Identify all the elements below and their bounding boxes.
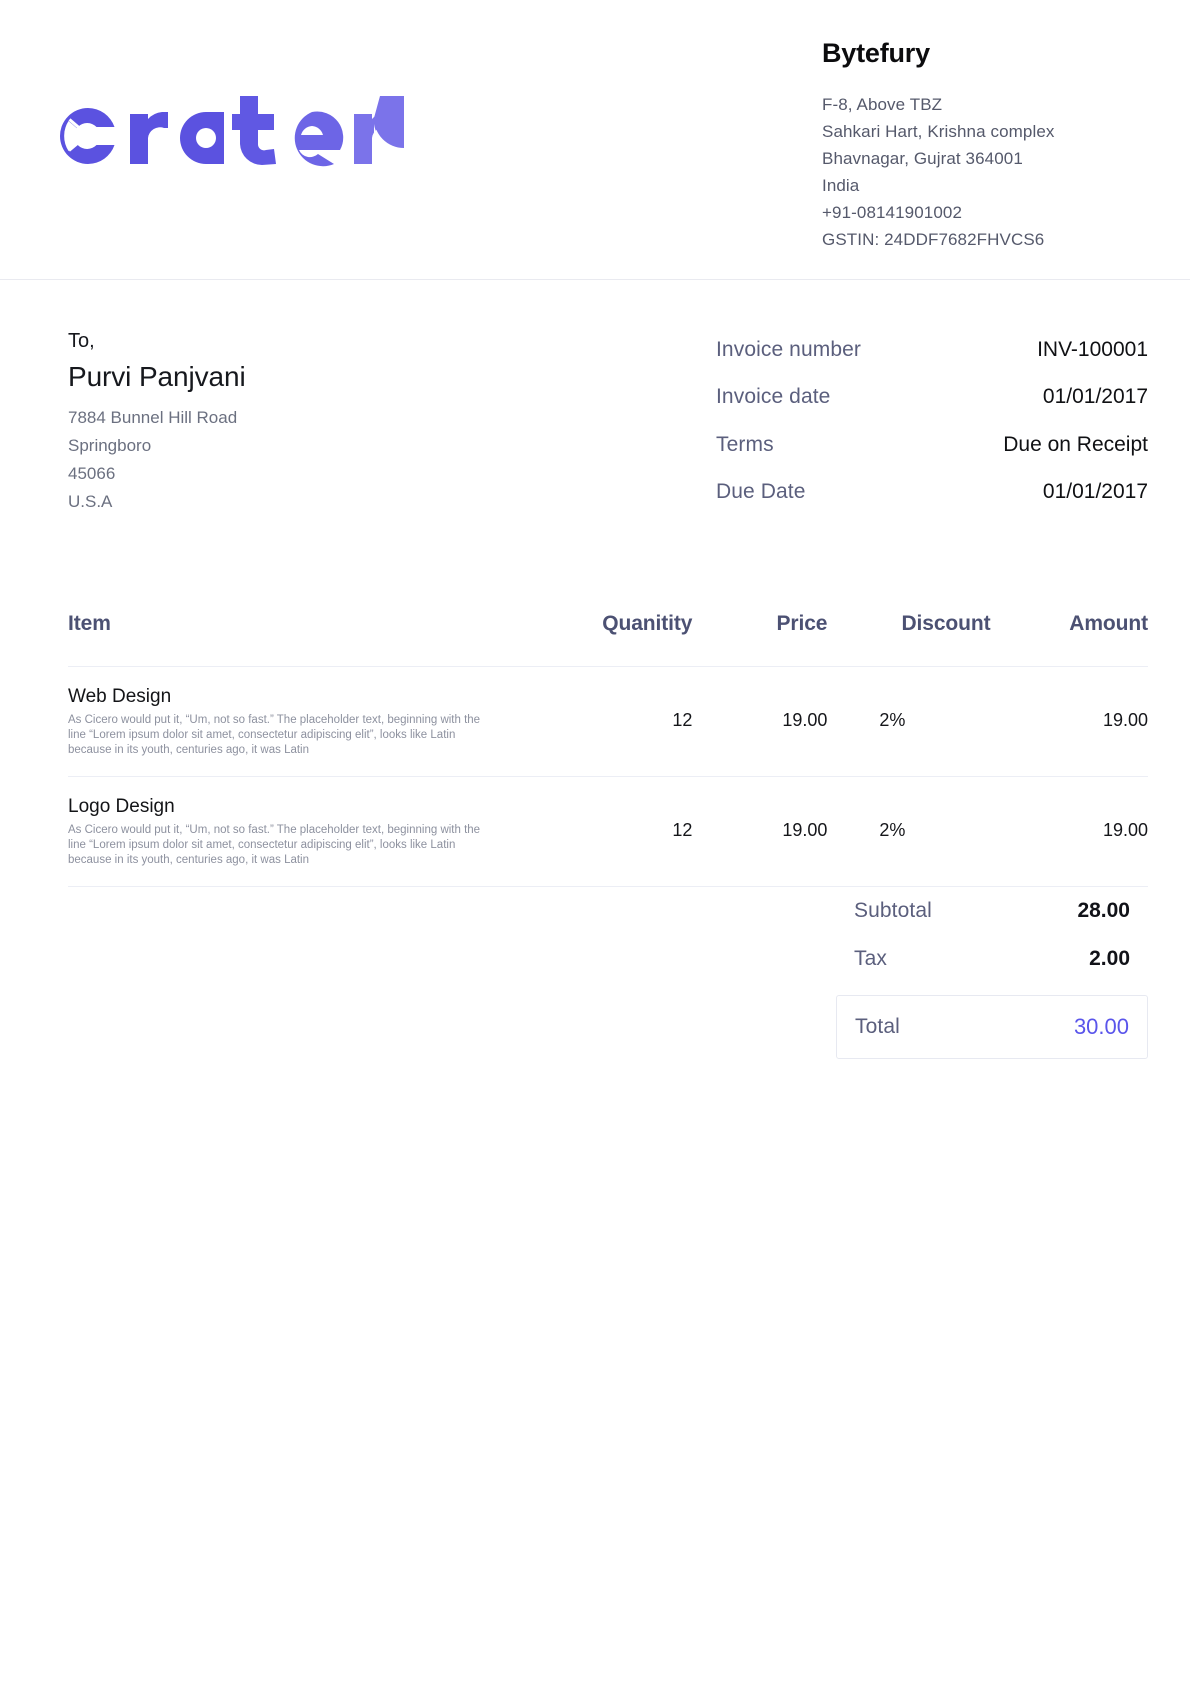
bill-to-address-line-4: U.S.A — [68, 492, 113, 511]
line-item-name: Web Design — [68, 686, 172, 707]
line-items-head: Item Quanitity Price Discount Amount — [68, 612, 1148, 667]
line-item-discount: 2% — [827, 776, 991, 887]
line-item-amount: 19.00 — [990, 776, 1148, 887]
meta-row-terms: Terms Due on Receipt — [716, 421, 1148, 469]
billing-meta-section: To, Purvi Panjvani 7884 Bunnel Hill Road… — [0, 280, 1190, 516]
meta-row-invoice-date: Invoice date 01/01/2017 — [716, 374, 1148, 422]
tax-row: Tax 2.00 — [836, 935, 1148, 983]
bill-to-address-line-3: 45066 — [68, 464, 116, 483]
meta-row-invoice-number: Invoice number INV-100001 — [716, 326, 1148, 374]
line-item-quantity: 12 — [551, 776, 693, 887]
line-item-price: 19.00 — [692, 776, 828, 887]
bill-to-label: To, — [68, 330, 95, 352]
crater-logo-icon — [60, 96, 404, 167]
line-item-description: As Cicero would put it, “Um, not so fast… — [68, 824, 481, 866]
invoice-meta-table: Invoice number INV-100001 Invoice date 0… — [716, 326, 1148, 516]
column-header-discount: Discount — [901, 612, 991, 635]
table-row: Web Design As Cicero would put it, “Um, … — [68, 666, 1148, 777]
table-header-row: Item Quanitity Price Discount Amount — [68, 612, 1148, 667]
column-header-item: Item — [68, 612, 111, 635]
tax-label: Tax — [854, 947, 887, 970]
subtotal-row: Subtotal 28.00 — [836, 887, 1148, 935]
line-item-quantity: 12 — [551, 666, 693, 777]
table-row: Logo Design As Cicero would put it, “Um,… — [68, 776, 1148, 887]
meta-value-due-date: 01/01/2017 — [1042, 480, 1148, 504]
total-value: 30.00 — [1073, 1014, 1129, 1039]
company-address-line-4: India — [822, 176, 860, 195]
total-label: Total — [855, 1015, 900, 1038]
invoice-header: Bytefury F-8, Above TBZ Sahkari Hart, Kr… — [0, 0, 1190, 280]
line-item-description: As Cicero would put it, “Um, not so fast… — [68, 714, 481, 756]
meta-value-terms: Due on Receipt — [1003, 432, 1148, 456]
meta-value-invoice-number: INV-100001 — [1037, 337, 1148, 361]
line-items-section: Item Quanitity Price Discount Amount Web… — [0, 516, 1190, 887]
bill-to-address-line-1: 7884 Bunnel Hill Road — [68, 408, 238, 427]
bill-to-address-line-2: Springboro — [68, 436, 152, 455]
meta-value-invoice-date: 01/01/2017 — [1042, 385, 1148, 409]
column-header-price: Price — [776, 612, 828, 635]
company-phone: +91-08141901002 — [822, 203, 962, 222]
meta-label-invoice-date: Invoice date — [716, 385, 831, 409]
line-item-price: 19.00 — [692, 666, 828, 777]
column-header-amount: Amount — [1069, 612, 1148, 635]
totals-box: Subtotal 28.00 Tax 2.00 Total 30.00 — [836, 887, 1148, 1059]
total-row: Total 30.00 — [836, 995, 1148, 1059]
company-address-line-2: Sahkari Hart, Krishna complex — [822, 122, 1055, 141]
totals-section: Subtotal 28.00 Tax 2.00 Total 30.00 — [0, 887, 1190, 1059]
subtotal-value: 28.00 — [1077, 899, 1130, 922]
line-items-body: Web Design As Cicero would put it, “Um, … — [68, 666, 1148, 887]
company-name: Bytefury — [822, 38, 930, 68]
line-item-discount: 2% — [827, 666, 991, 777]
meta-label-terms: Terms — [716, 432, 774, 456]
line-item-name: Logo Design — [68, 796, 175, 817]
meta-label-invoice-number: Invoice number — [716, 337, 861, 361]
line-item-cell: Web Design As Cicero would put it, “Um, … — [68, 666, 552, 777]
tax-value: 2.00 — [1089, 947, 1130, 970]
company-address-line-3: Bhavnagar, Gujrat 364001 — [822, 149, 1023, 168]
subtotal-label: Subtotal — [854, 899, 932, 922]
line-items-table: Item Quanitity Price Discount Amount Web… — [68, 612, 1148, 887]
company-address-line-1: F-8, Above TBZ — [822, 95, 943, 114]
meta-label-due-date: Due Date — [716, 480, 806, 504]
bill-to-name: Purvi Panjvani — [68, 361, 246, 392]
company-gstin: GSTIN: 24DDF7682FHVCS6 — [822, 230, 1045, 249]
meta-row-due-date: Due Date 01/01/2017 — [716, 469, 1148, 517]
company-block: Bytefury F-8, Above TBZ Sahkari Hart, Kr… — [822, 30, 1122, 253]
bill-to-block: To, Purvi Panjvani 7884 Bunnel Hill Road… — [68, 326, 498, 516]
crater-logo-block — [44, 30, 476, 184]
line-item-cell: Logo Design As Cicero would put it, “Um,… — [68, 776, 552, 887]
column-header-quantity: Quanitity — [602, 612, 693, 635]
line-item-amount: 19.00 — [990, 666, 1148, 777]
